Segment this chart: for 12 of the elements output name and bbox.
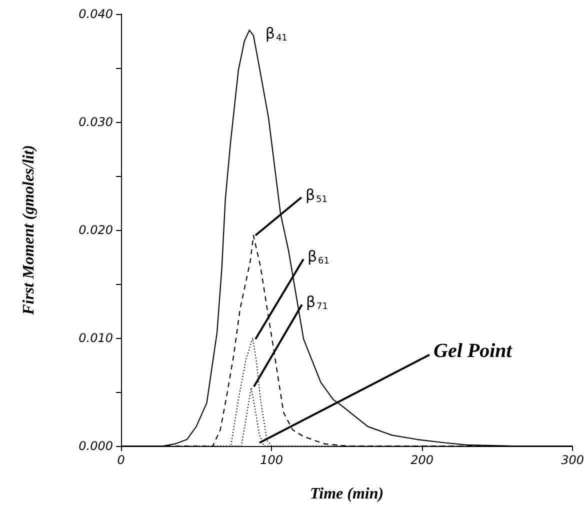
y-axis-title: First Moment (gmoles/lit) — [20, 145, 38, 316]
x-tick-label: 300 — [561, 453, 584, 467]
x-tick-label: 200 — [410, 453, 434, 467]
x-axis-title: Time (min) — [310, 486, 384, 502]
y-tick-label: 0.040 — [78, 7, 114, 21]
y-tick-label: 0.030 — [78, 115, 114, 129]
x-tick-label: 0 — [117, 453, 126, 467]
y-tick-label: 0.010 — [78, 331, 114, 345]
y-tick-label: 0.000 — [78, 439, 114, 453]
x-tick-label: 100 — [260, 453, 284, 467]
y-tick-label: 0.020 — [78, 223, 114, 237]
annotation: Gel Point — [434, 340, 514, 362]
